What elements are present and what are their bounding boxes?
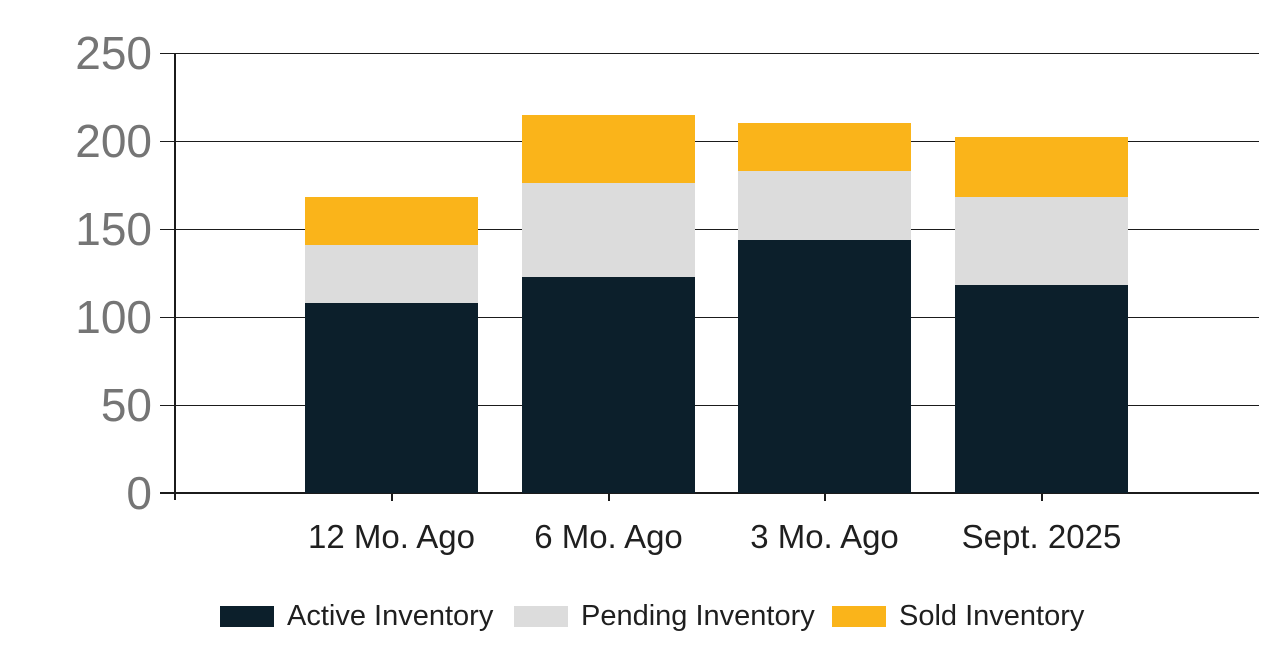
- legend-label: Sold Inventory: [899, 600, 1085, 632]
- bar-segment-active-inventory: [522, 276, 695, 493]
- legend-swatch-icon: [832, 605, 886, 627]
- bar-segment-active-inventory: [738, 239, 911, 493]
- y-tick-label: 200: [75, 115, 152, 167]
- x-axis-label: Sept. 2025: [961, 518, 1122, 555]
- gridline: [160, 53, 1259, 54]
- bar-segment-pending-inventory: [305, 244, 478, 303]
- legend-item-sold-inventory: Sold Inventory: [832, 600, 1085, 632]
- legend-item-active-inventory: Active Inventory: [220, 600, 494, 632]
- y-tick-label: 0: [126, 467, 152, 519]
- bar-segment-pending-inventory: [955, 197, 1128, 286]
- x-axis-label: 3 Mo. Ago: [750, 518, 899, 555]
- x-axis-label: 6 Mo. Ago: [534, 518, 683, 555]
- y-tick-label: 50: [100, 379, 152, 431]
- gridline: [160, 405, 1259, 406]
- legend-label: Active Inventory: [287, 600, 494, 632]
- y-tick-label: 100: [75, 291, 152, 343]
- gridline: [160, 492, 1259, 494]
- gridline: [160, 229, 1259, 230]
- legend-swatch-icon: [220, 605, 274, 627]
- x-axis-tick: [607, 493, 610, 501]
- x-axis-tick: [823, 493, 826, 501]
- y-axis-line: [174, 53, 176, 500]
- bar-segment-sold-inventory: [305, 197, 478, 245]
- x-axis-label: 12 Mo. Ago: [308, 518, 475, 555]
- legend-swatch-icon: [514, 605, 568, 627]
- y-tick-label: 150: [75, 203, 152, 255]
- gridline: [160, 141, 1259, 142]
- x-axis-tick: [1040, 493, 1043, 501]
- bar-segment-active-inventory: [955, 285, 1128, 493]
- x-axis-tick: [390, 493, 393, 501]
- legend-item-pending-inventory: Pending Inventory: [514, 600, 815, 632]
- gridline: [160, 317, 1259, 318]
- bar-segment-sold-inventory: [738, 123, 911, 171]
- legend-label: Pending Inventory: [581, 600, 815, 632]
- bar-segment-active-inventory: [305, 302, 478, 493]
- bar-segment-sold-inventory: [522, 114, 695, 184]
- bar-segment-pending-inventory: [738, 170, 911, 240]
- bar-segment-pending-inventory: [522, 183, 695, 277]
- bar-segment-sold-inventory: [955, 137, 1128, 198]
- y-tick-label: 250: [75, 27, 152, 79]
